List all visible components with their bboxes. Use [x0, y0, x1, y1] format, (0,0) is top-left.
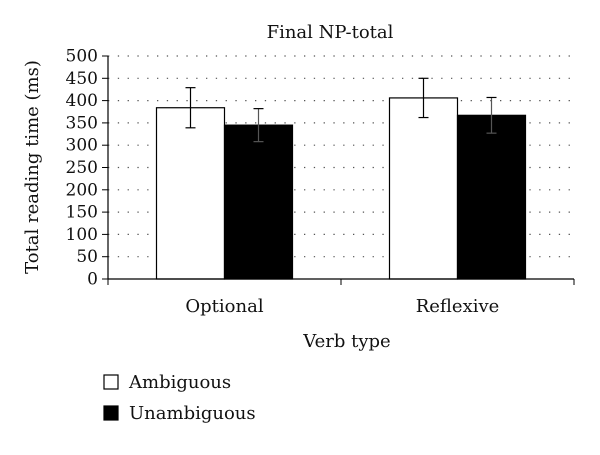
y-tick-label-50: 50	[76, 247, 98, 267]
x-tick-label-optional: Optional	[185, 296, 263, 317]
y-tick-label-450: 450	[66, 69, 98, 89]
x-tick-labels: Optional Reflexive	[185, 296, 499, 317]
y-tick-label-100: 100	[66, 225, 98, 245]
y-tick-label-0: 0	[87, 270, 98, 290]
legend: Ambiguous Unambiguous	[103, 372, 256, 424]
y-tick-label-400: 400	[66, 91, 98, 111]
error-bars	[185, 77, 497, 143]
y-tick-label-300: 300	[66, 136, 98, 156]
chart-title: Final NP-total	[267, 22, 394, 43]
legend-swatch-ambiguous	[103, 374, 119, 390]
axes	[102, 55, 575, 285]
y-tick-label-250: 250	[66, 158, 98, 178]
bar-reflexive-ambiguous	[388, 97, 459, 280]
x-tick-label-reflexive: Reflexive	[416, 296, 500, 317]
y-tick-label-500: 500	[66, 47, 98, 67]
bar-optional-ambiguous	[155, 107, 226, 280]
y-tick-label-150: 150	[66, 203, 98, 223]
bars	[155, 97, 527, 280]
y-tick-label-200: 200	[66, 180, 98, 200]
bar-reflexive-unambiguous	[456, 114, 527, 280]
legend-label-unambiguous: Unambiguous	[129, 403, 256, 424]
y-axis-label: Total reading time (ms)	[22, 60, 43, 274]
bar-optional-unambiguous	[223, 124, 294, 280]
y-tick-label-350: 350	[66, 113, 98, 133]
legend-swatch-unambiguous	[103, 405, 119, 421]
x-axis-label: Verb type	[302, 331, 390, 352]
legend-label-ambiguous: Ambiguous	[128, 372, 231, 393]
